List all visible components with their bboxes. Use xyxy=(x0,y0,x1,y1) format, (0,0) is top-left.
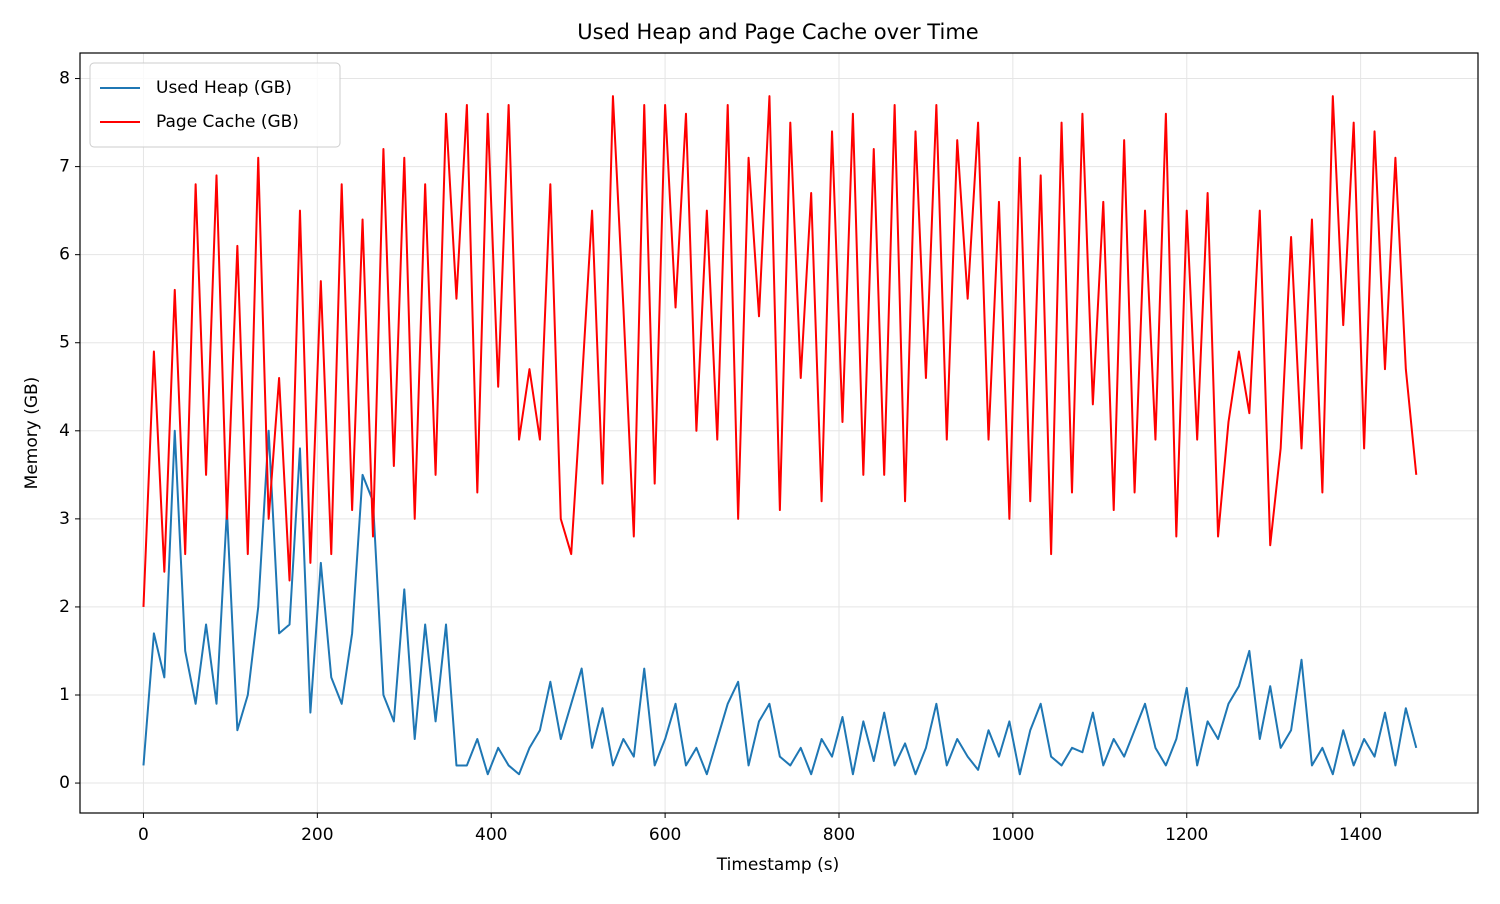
legend-label: Page Cache (GB) xyxy=(156,112,299,132)
chart-title: Used Heap and Page Cache over Time xyxy=(577,20,978,44)
x-tick-label: 600 xyxy=(649,825,681,845)
data-line xyxy=(142,95,1418,607)
y-axis-label: Memory (GB) xyxy=(22,377,42,490)
y-tick-label: 2 xyxy=(59,597,70,617)
x-tick-label: 1000 xyxy=(991,825,1034,845)
x-tick-label: 200 xyxy=(301,825,333,845)
y-tick-label: 4 xyxy=(59,421,70,441)
x-tick-label: 0 xyxy=(138,825,149,845)
x-tick-label: 800 xyxy=(823,825,855,845)
y-tick-label: 5 xyxy=(59,333,70,353)
y-tick-label: 3 xyxy=(59,509,70,529)
y-tick-label: 6 xyxy=(59,245,70,265)
plot-frame xyxy=(79,52,1479,814)
y-tick-label: 7 xyxy=(59,157,70,177)
y-tick-label: 0 xyxy=(59,773,70,793)
x-axis-label: Timestamp (s) xyxy=(716,855,839,875)
y-tick-label: 8 xyxy=(59,69,70,89)
data-line xyxy=(142,429,1418,776)
x-tick-label: 1200 xyxy=(1165,825,1208,845)
legend-box xyxy=(89,62,341,148)
x-tick-label: 1400 xyxy=(1339,825,1382,845)
legend-label: Used Heap (GB) xyxy=(156,78,292,98)
x-tick-label: 400 xyxy=(475,825,507,845)
y-tick-label: 1 xyxy=(59,685,70,705)
